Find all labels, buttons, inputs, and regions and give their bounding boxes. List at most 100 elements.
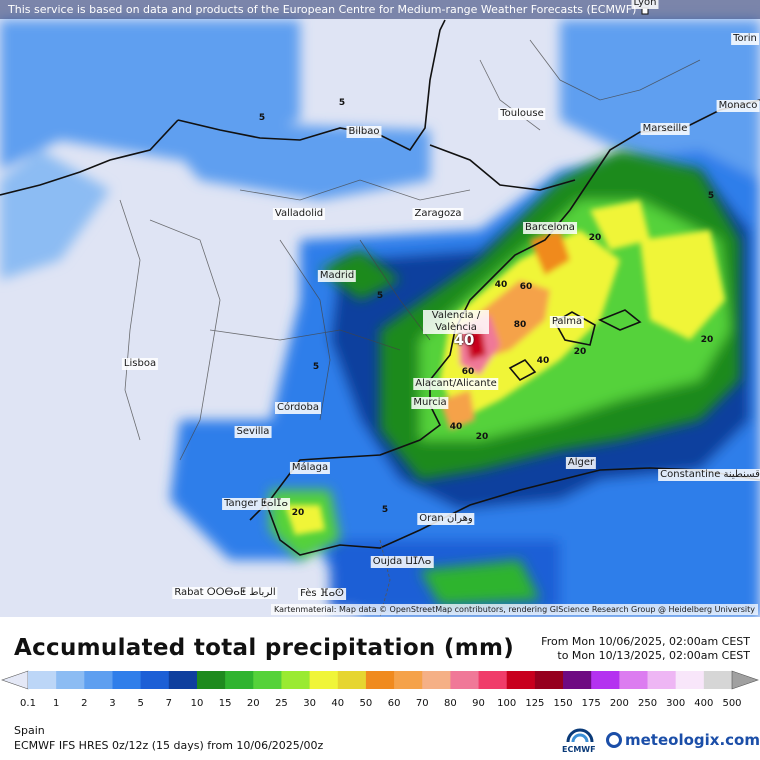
scale-tick-label: 175 [581, 698, 601, 709]
city-lisboa: Lisboa [121, 358, 159, 370]
meteologix-logo[interactable]: meteologix.com [606, 729, 760, 751]
contour-label: 80 [513, 320, 527, 330]
map-canvas [0, 0, 760, 617]
legend-panel: Accumulated total precipitation (mm) Fro… [0, 617, 760, 760]
city-tanger: Tanger ⵟⴰⵏⵊⴰ [222, 498, 290, 510]
contour-label: 5 [312, 362, 320, 372]
scale-tick-label: 150 [553, 698, 573, 709]
city-valladolid: Valladolid [272, 208, 326, 220]
period-to: to Mon 10/13/2025, 02:00am CEST [557, 649, 750, 662]
scale-tick-label: 25 [275, 698, 288, 709]
scale-tick-label: 70 [415, 698, 429, 709]
city-marseille: Marseille [640, 123, 690, 135]
scale-tick-label: 80 [444, 698, 457, 709]
scale-swatch [534, 671, 564, 689]
city-barcelona: Barcelona [523, 222, 577, 234]
scale-tick-label: 20 [246, 698, 260, 709]
scale-arrow-right [731, 670, 759, 690]
contour-label: 5 [381, 505, 389, 515]
city-bilbao: Bilbao [346, 126, 382, 138]
model-info: ECMWF IFS HRES 0z/12z (15 days) from 10/… [14, 739, 324, 752]
scale-swatch [140, 671, 170, 689]
brand-text: meteologix.com [625, 731, 760, 749]
contour-label: 40 [494, 280, 508, 290]
scale-tick-label: 5 [137, 698, 144, 709]
city-lyon: Lyon [631, 0, 659, 9]
city-murcia: Murcia [411, 397, 449, 409]
scale-tick-label: 60 [387, 698, 401, 709]
city-monaco: Monaco [716, 100, 760, 112]
scale-tick-label: 200 [609, 698, 629, 709]
scale-swatch [253, 671, 282, 689]
scale-tick-label: 250 [637, 698, 658, 709]
map-credit: Kartenmaterial: Map data © OpenStreetMap… [270, 604, 758, 615]
scale-tick-label: 100 [497, 698, 517, 709]
scale-tick-label: 0.1 [20, 698, 36, 709]
city-alicante: Alacant/Alicante [413, 378, 499, 390]
scale-swatch [84, 671, 113, 689]
color-scale [1, 670, 759, 690]
scale-tick-label: 50 [359, 698, 373, 709]
city-madrid: Madrid [317, 270, 357, 282]
city-oujda: Oujda ⵡⵊⴷⴰ [370, 556, 434, 568]
scale-swatch [309, 671, 339, 689]
city-zaragoza: Zaragoza [412, 208, 464, 220]
contour-label: 40 [536, 356, 550, 366]
scale-tick-label: 500 [722, 698, 742, 709]
city-sevilla: Sevilla [234, 426, 272, 438]
city-constantine: Constantine قسنطينة [658, 469, 760, 481]
scale-swatch [703, 671, 733, 689]
scale-tick-label: 10 [190, 698, 204, 709]
contour-label: 5 [338, 98, 346, 108]
contour-label: 20 [700, 335, 714, 345]
contour-label: 5 [707, 191, 715, 201]
scale-tick-label: 40 [331, 698, 345, 709]
scale-ticks: 0.1 1 2 3 5 7 10 15 20 25 30 40 50 60 70 80 90 100 125 150 1… [0, 698, 760, 712]
meteologix-icon [606, 732, 622, 748]
scale-tick-label: 1 [52, 698, 60, 709]
contour-label: 40 [449, 422, 463, 432]
scale-swatch [112, 671, 142, 689]
precipitation-map[interactable]: This service is based on data and produc… [0, 0, 760, 617]
contour-label: 20 [291, 508, 305, 518]
scale-tick-label: 7 [165, 698, 172, 709]
period-from: From Mon 10/06/2025, 02:00am CEST [541, 635, 750, 648]
scale-tick-label: 15 [218, 698, 232, 709]
ecmwf-notice: This service is based on data and produc… [0, 0, 760, 19]
scale-tick-label: 2 [81, 698, 88, 709]
city-palma: Palma [549, 316, 585, 328]
contour-label: 20 [573, 347, 587, 357]
scale-tick-label: 90 [472, 698, 485, 709]
scale-swatch [281, 671, 311, 689]
scale-swatch [365, 671, 395, 689]
scale-swatch [337, 671, 367, 689]
city-oran: Oran وهران [417, 513, 475, 525]
scale-swatch [168, 671, 198, 689]
city-rabat: Rabat ⵔⵔⴱⴰⵟ الرباط [172, 587, 278, 599]
scale-tick-label: 300 [666, 698, 686, 709]
scale-swatch [506, 671, 536, 689]
scale-tick-label: 30 [303, 698, 316, 709]
scale-swatch [563, 671, 592, 689]
city-cordoba: Córdoba [275, 402, 321, 414]
city-toulouse: Toulouse [498, 108, 546, 120]
scale-tick-label: 3 [109, 698, 116, 709]
scale-swatch [196, 671, 226, 689]
forecast-period: From Mon 10/06/2025, 02:00am CEST to Mon… [541, 635, 750, 663]
city-malaga: Málaga [289, 462, 331, 474]
contour-label: 60 [519, 282, 533, 292]
contour-label: 20 [588, 233, 602, 243]
scale-swatch [591, 671, 620, 689]
scale-tick-label: 125 [525, 698, 545, 709]
scale-swatch [56, 671, 85, 689]
legend-title: Accumulated total precipitation (mm) [14, 635, 515, 661]
city-alger: Alger [565, 457, 597, 469]
scale-swatch [422, 671, 451, 689]
scale-swatch [450, 671, 480, 689]
scale-swatch [675, 671, 705, 689]
scale-swatch [225, 671, 254, 689]
scale-swatch [394, 671, 423, 689]
scale-swatch [619, 671, 649, 689]
contour-label: 5 [258, 113, 266, 123]
scale-arrow-left [1, 670, 29, 690]
